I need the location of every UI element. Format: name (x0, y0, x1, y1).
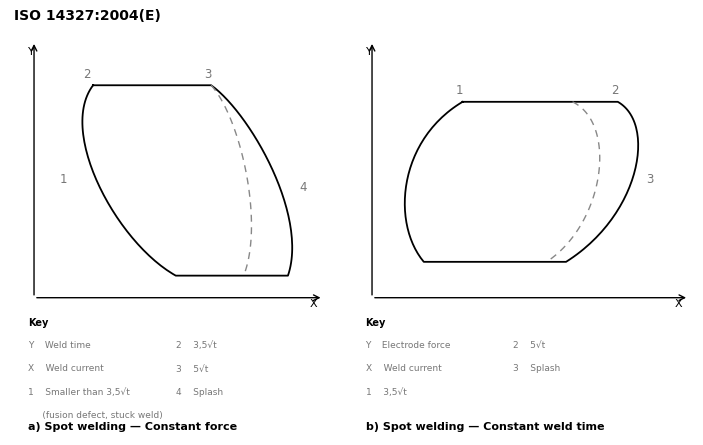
Text: 2    5√t: 2 5√t (513, 341, 546, 350)
Text: 1: 1 (60, 173, 67, 186)
Text: b) Spot welding — Constant weld time: b) Spot welding — Constant weld time (366, 422, 604, 432)
Text: X: X (310, 299, 318, 309)
Text: Y: Y (366, 47, 373, 57)
Text: a) Spot welding — Constant force: a) Spot welding — Constant force (28, 422, 237, 432)
Text: 1: 1 (456, 84, 463, 97)
Text: Key: Key (28, 318, 49, 328)
Text: Key: Key (366, 318, 386, 328)
Text: 3    Splash: 3 Splash (513, 364, 560, 373)
Text: 3: 3 (647, 173, 654, 186)
Text: X    Weld current: X Weld current (366, 364, 441, 373)
Text: Y    Electrode force: Y Electrode force (366, 341, 451, 350)
Text: 3: 3 (205, 68, 212, 81)
Text: 2: 2 (84, 68, 91, 81)
Text: ISO 14327:2004(E): ISO 14327:2004(E) (14, 9, 161, 23)
Text: (fusion defect, stuck weld): (fusion defect, stuck weld) (28, 411, 163, 420)
Text: 2    3,5√t: 2 3,5√t (176, 341, 217, 350)
Text: Y: Y (28, 47, 35, 57)
Text: X    Weld current: X Weld current (28, 364, 104, 373)
Text: X: X (675, 299, 683, 309)
Text: 4    Splash: 4 Splash (176, 388, 223, 396)
Text: Y    Weld time: Y Weld time (28, 341, 91, 350)
Text: 2: 2 (611, 84, 619, 97)
Text: 3    5√t: 3 5√t (176, 364, 208, 373)
Text: 1    3,5√t: 1 3,5√t (366, 388, 406, 396)
Text: 4: 4 (299, 181, 307, 194)
Text: 1    Smaller than 3,5√t: 1 Smaller than 3,5√t (28, 388, 130, 396)
